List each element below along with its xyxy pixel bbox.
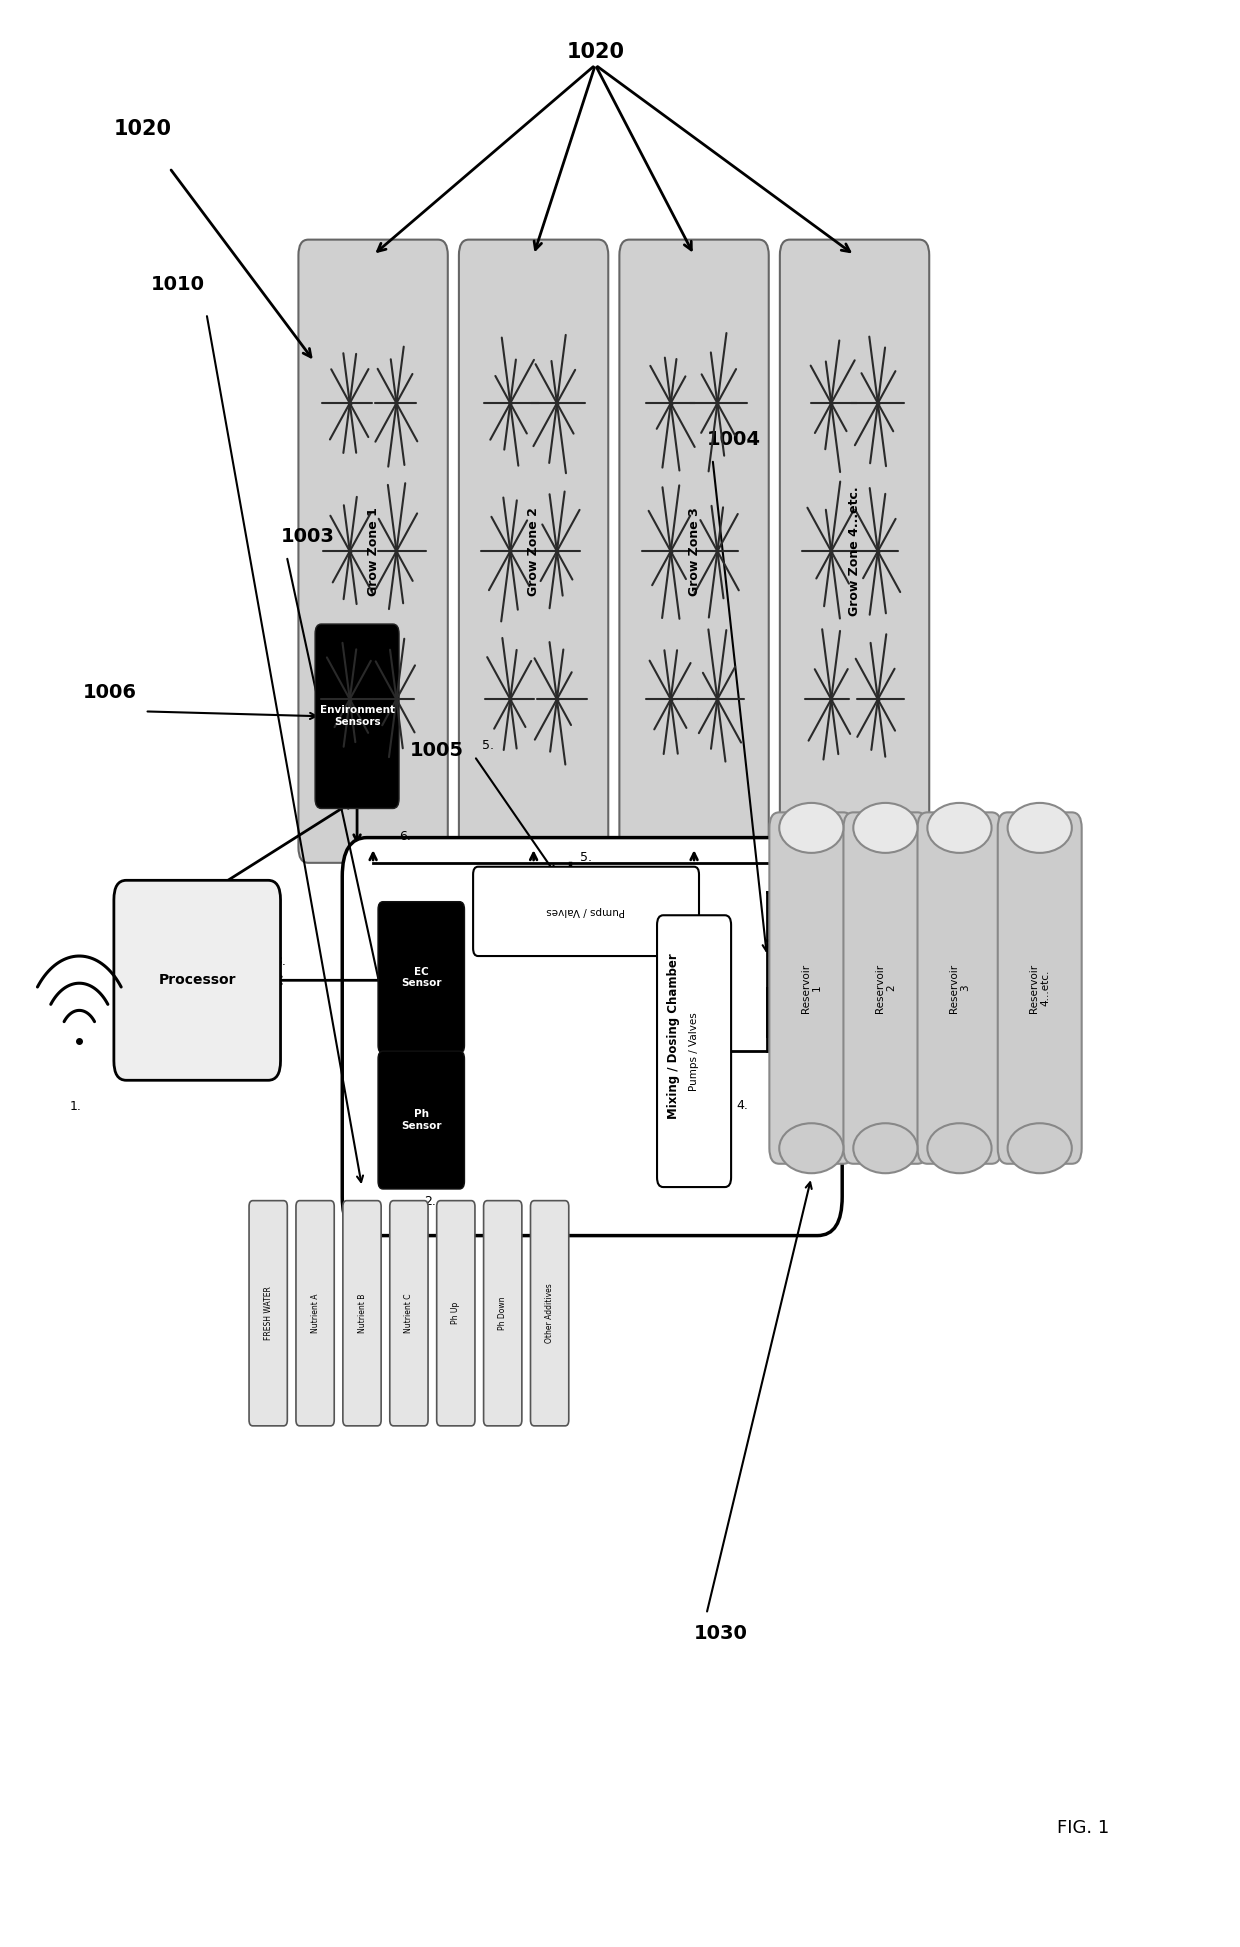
Ellipse shape	[853, 802, 918, 853]
Text: Pumps / Valves: Pumps / Valves	[547, 907, 625, 917]
FancyBboxPatch shape	[296, 1201, 335, 1425]
FancyBboxPatch shape	[474, 866, 699, 956]
FancyBboxPatch shape	[918, 812, 1002, 1164]
Text: 1030: 1030	[694, 1624, 748, 1643]
Text: Ph Up: Ph Up	[451, 1303, 460, 1324]
FancyBboxPatch shape	[389, 1201, 428, 1425]
Text: 5.: 5.	[482, 740, 494, 752]
FancyBboxPatch shape	[315, 625, 399, 808]
Text: 1004: 1004	[707, 430, 760, 450]
FancyBboxPatch shape	[378, 1051, 465, 1190]
FancyBboxPatch shape	[343, 1201, 381, 1425]
Text: 1020: 1020	[567, 41, 624, 62]
Text: Processor: Processor	[159, 974, 236, 987]
Ellipse shape	[1008, 802, 1071, 853]
Text: Reservoir
1: Reservoir 1	[801, 964, 822, 1012]
FancyBboxPatch shape	[998, 812, 1081, 1164]
Ellipse shape	[779, 802, 843, 853]
Text: Ph
Sensor: Ph Sensor	[401, 1110, 441, 1131]
Text: Mixing / Dosing Chamber: Mixing / Dosing Chamber	[667, 954, 680, 1120]
FancyBboxPatch shape	[780, 239, 929, 863]
FancyBboxPatch shape	[843, 812, 928, 1164]
FancyBboxPatch shape	[342, 837, 842, 1236]
FancyBboxPatch shape	[620, 239, 769, 863]
Text: Pumps / Valves: Pumps / Valves	[689, 1012, 699, 1090]
Text: Environment
Sensors: Environment Sensors	[320, 705, 394, 726]
FancyBboxPatch shape	[299, 239, 448, 863]
Text: Reservoir
2: Reservoir 2	[874, 964, 897, 1012]
FancyBboxPatch shape	[657, 915, 732, 1188]
FancyBboxPatch shape	[378, 901, 465, 1053]
Ellipse shape	[928, 1123, 992, 1174]
Text: Nutrient A: Nutrient A	[310, 1293, 320, 1334]
Text: 1006: 1006	[83, 683, 136, 701]
Text: FIG. 1: FIG. 1	[1056, 1818, 1109, 1838]
Text: Reservoir
3: Reservoir 3	[949, 964, 970, 1012]
Text: Ph Down: Ph Down	[498, 1297, 507, 1330]
Text: Grow Zone 2: Grow Zone 2	[527, 506, 541, 596]
FancyBboxPatch shape	[769, 812, 853, 1164]
Ellipse shape	[928, 802, 992, 853]
Text: Grow Zone 4...etc.: Grow Zone 4...etc.	[848, 487, 861, 615]
Text: EC
Sensor: EC Sensor	[401, 966, 441, 989]
Text: Grow Zone 3: Grow Zone 3	[687, 506, 701, 596]
Text: 2.: 2.	[424, 1195, 435, 1209]
Text: 1020: 1020	[114, 119, 172, 140]
Text: 1.: 1.	[69, 1100, 82, 1112]
Text: Nutrient B: Nutrient B	[357, 1293, 367, 1334]
Text: 3.: 3.	[274, 954, 286, 968]
FancyBboxPatch shape	[484, 1201, 522, 1425]
Text: 1010: 1010	[151, 275, 205, 294]
Ellipse shape	[779, 1123, 843, 1174]
Text: Grow Zone 1: Grow Zone 1	[367, 506, 379, 596]
Text: 6.: 6.	[399, 829, 410, 843]
Text: 5.: 5.	[579, 851, 591, 864]
Ellipse shape	[1008, 1123, 1071, 1174]
Ellipse shape	[853, 1123, 918, 1174]
FancyBboxPatch shape	[459, 239, 609, 863]
FancyBboxPatch shape	[531, 1201, 569, 1425]
Text: FRESH WATER: FRESH WATER	[264, 1287, 273, 1340]
Text: 4.: 4.	[737, 1100, 748, 1112]
Text: 1005: 1005	[410, 742, 464, 759]
Text: Nutrient C: Nutrient C	[404, 1293, 413, 1334]
FancyBboxPatch shape	[114, 880, 280, 1081]
FancyBboxPatch shape	[249, 1201, 288, 1425]
Text: 1003: 1003	[280, 528, 335, 547]
Text: Other Additives: Other Additives	[546, 1283, 554, 1343]
FancyBboxPatch shape	[436, 1201, 475, 1425]
Text: Reservoir
4...etc.: Reservoir 4...etc.	[1029, 964, 1050, 1012]
